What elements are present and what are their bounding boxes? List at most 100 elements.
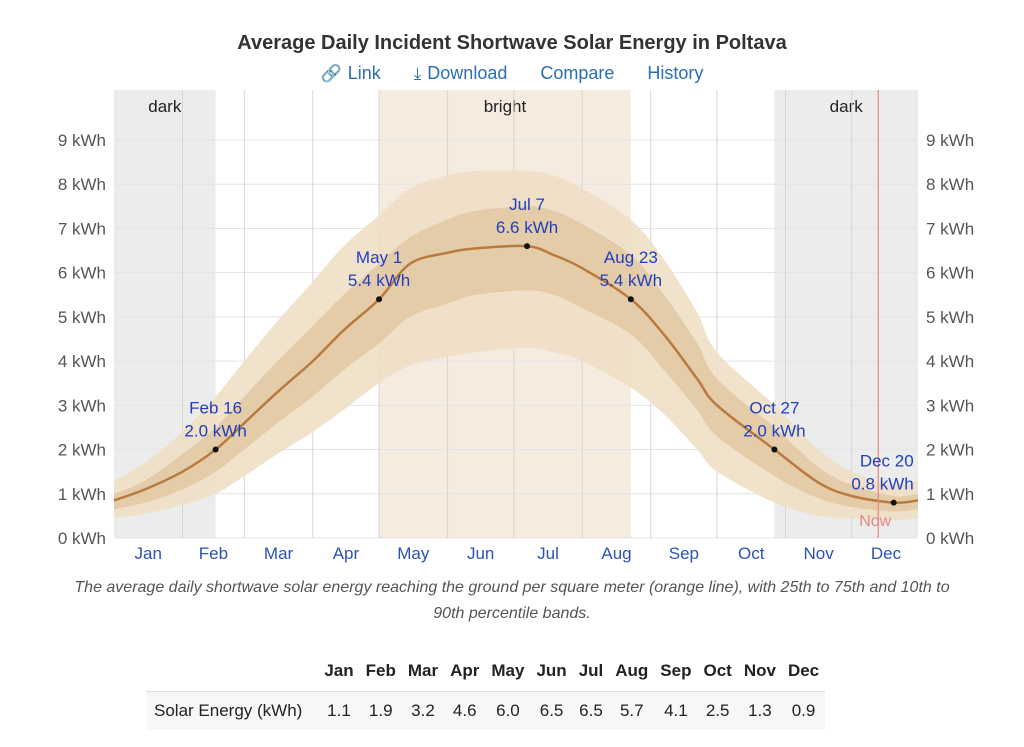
column-header-nov: Nov	[743, 661, 776, 680]
y-tick-label-left: 4 kWh	[58, 352, 106, 371]
y-tick-label-right: 9 kWh	[926, 131, 974, 150]
percentile-bands	[114, 170, 918, 521]
annotation-point	[212, 446, 219, 453]
x-tick-label-may: May	[397, 544, 430, 563]
y-tick-label-right: 6 kWh	[926, 264, 974, 283]
column-header-aug: Aug	[615, 661, 649, 680]
column-header-jun: Jun	[536, 661, 567, 680]
x-tick-label-jul: Jul	[537, 544, 559, 563]
y-tick-label-right: 8 kWh	[926, 175, 974, 194]
band-25-75	[114, 206, 918, 512]
y-tick-label-left: 5 kWh	[58, 308, 106, 327]
y-tick-label-right: 0 kWh	[926, 529, 974, 548]
average-line	[113, 244, 919, 505]
y-tick-label-left: 9 kWh	[58, 131, 106, 150]
table-cell-oct: 2.5	[697, 691, 738, 730]
column-header-jan: Jan	[324, 661, 354, 680]
x-tick-label-sep: Sep	[669, 544, 699, 563]
annotation-value: 6.6 kWh	[496, 218, 558, 237]
x-tick-label-dec: Dec	[871, 544, 902, 563]
annotation-date: Feb 16	[189, 399, 242, 418]
y-tick-label-left: 6 kWh	[58, 264, 106, 283]
x-tick-label-apr: Apr	[333, 544, 360, 563]
annotation-value: 2.0 kWh	[743, 422, 805, 441]
annotation-point	[771, 446, 778, 453]
table-corner	[146, 655, 318, 692]
x-tick-label-mar: Mar	[264, 544, 294, 563]
x-tick-label-jun: Jun	[467, 544, 494, 563]
table-cell-may: 6.0	[485, 691, 531, 730]
link-icon: 🔗	[320, 64, 342, 83]
y-tick-label-left: 3 kWh	[58, 396, 106, 415]
annotation-date: May 1	[356, 248, 402, 267]
solar-energy-chart: dark bright dark Now 0 kWh 0 kWh 1 kWh 1 kWh 2…	[58, 90, 974, 563]
annotation-point	[524, 243, 531, 250]
chart-toolbar: 🔗 Link ⤓ Download Compare History	[0, 63, 1024, 84]
annotation-value: 5.4 kWh	[348, 271, 410, 290]
season-label-dark: dark	[830, 97, 864, 116]
download-button[interactable]: ⤓ Download	[414, 63, 508, 83]
column-header-oct: Oct	[703, 661, 732, 680]
table-cell-jun: 6.5	[530, 691, 573, 730]
x-tick-label-oct: Oct	[738, 544, 765, 563]
history-button[interactable]: History	[647, 63, 704, 83]
y-tick-label-right: 5 kWh	[926, 308, 974, 327]
y-tick-label-right: 4 kWh	[926, 352, 974, 371]
column-header-sep: Sep	[660, 661, 692, 680]
column-header-apr: Apr	[450, 661, 480, 680]
annotations: Feb 16 2.0 kWh May 1 5.4 kWh Jul 7 6.6 kWh Aug…	[184, 195, 914, 506]
row-label: Solar Energy (kWh)	[146, 691, 319, 730]
table-header-row: Jan Feb Mar Apr May Jun Jul Aug Sep Oct Nov Dec	[146, 655, 825, 692]
x-tick-label-nov: Nov	[803, 544, 834, 563]
annotation-date: Oct 27	[749, 399, 799, 418]
annotation-value: 5.4 kWh	[600, 271, 662, 290]
season-label-bright: bright	[484, 97, 527, 116]
column-header-feb: Feb	[365, 661, 396, 680]
annotation-date: Jul 7	[509, 195, 545, 214]
now-label: Now	[859, 513, 891, 530]
season-label-dark: dark	[148, 97, 182, 116]
download-icon: ⤓	[413, 64, 422, 83]
annotation-date: Dec 20	[860, 452, 914, 471]
y-tick-label-left: 1 kWh	[58, 485, 106, 504]
y-tick-label-left: 2 kWh	[58, 441, 106, 460]
x-tick-label-aug: Aug	[601, 544, 631, 563]
y-tick-label-right: 1 kWh	[926, 485, 974, 504]
x-tick-label-jan: Jan	[135, 544, 162, 563]
column-header-dec: Dec	[787, 661, 820, 680]
chart-caption: The average daily shortwave solar energy…	[74, 579, 950, 622]
table-cell-dec: 0.9	[781, 691, 826, 730]
x-tick-label-feb: Feb	[199, 544, 228, 563]
download-label: Download	[427, 63, 508, 83]
table-cell-nov: 1.3	[737, 691, 782, 730]
average-line-group	[113, 244, 919, 505]
column-header-jul: Jul	[578, 661, 604, 680]
column-header-may: May	[491, 661, 525, 680]
annotation-value: 2.0 kWh	[184, 422, 246, 441]
table-cell-jul: 6.5	[572, 691, 610, 730]
y-tick-label-right: 2 kWh	[926, 441, 974, 460]
annotation-point	[627, 296, 634, 303]
y-tick-label-left: 0 kWh	[58, 529, 106, 548]
link-button[interactable]: 🔗 Link	[321, 63, 381, 83]
annotation-date: Aug 23	[604, 248, 658, 267]
compare-button[interactable]: Compare	[540, 63, 615, 83]
annotation-point	[890, 499, 897, 506]
y-tick-label-left: 7 kWh	[58, 219, 106, 238]
y-tick-label-right: 7 kWh	[926, 219, 974, 238]
now-marker-group: Now	[859, 90, 892, 538]
table-cell-feb: 1.9	[359, 691, 402, 730]
table-cell-sep: 4.1	[654, 691, 698, 730]
link-label: Link	[347, 63, 381, 83]
y-tick-label-left: 8 kWh	[58, 175, 106, 194]
monthly-summary-table: Jan Feb Mar Apr May Jun Jul Aug Sep Oct Nov Dec Sol…	[146, 655, 826, 730]
table-cell-mar: 3.2	[401, 691, 445, 730]
table-cell-aug: 5.7	[609, 691, 655, 730]
axis-labels: 0 kWh 0 kWh 1 kWh 1 kWh 2 kWh 2 kWh 3 kWh 3 kWh…	[58, 131, 974, 563]
annotation-value: 0.8 kWh	[851, 475, 913, 494]
chart-title: Average Daily Incident Shortwave Solar E…	[237, 32, 787, 54]
table-cell-jan: 1.1	[318, 691, 360, 730]
table-row: Solar Energy (kWh) 1.1 1.9 3.2 4.6 6.0 6.5 6.5…	[146, 691, 826, 730]
y-tick-label-right: 3 kWh	[926, 396, 974, 415]
annotation-point	[376, 296, 383, 303]
